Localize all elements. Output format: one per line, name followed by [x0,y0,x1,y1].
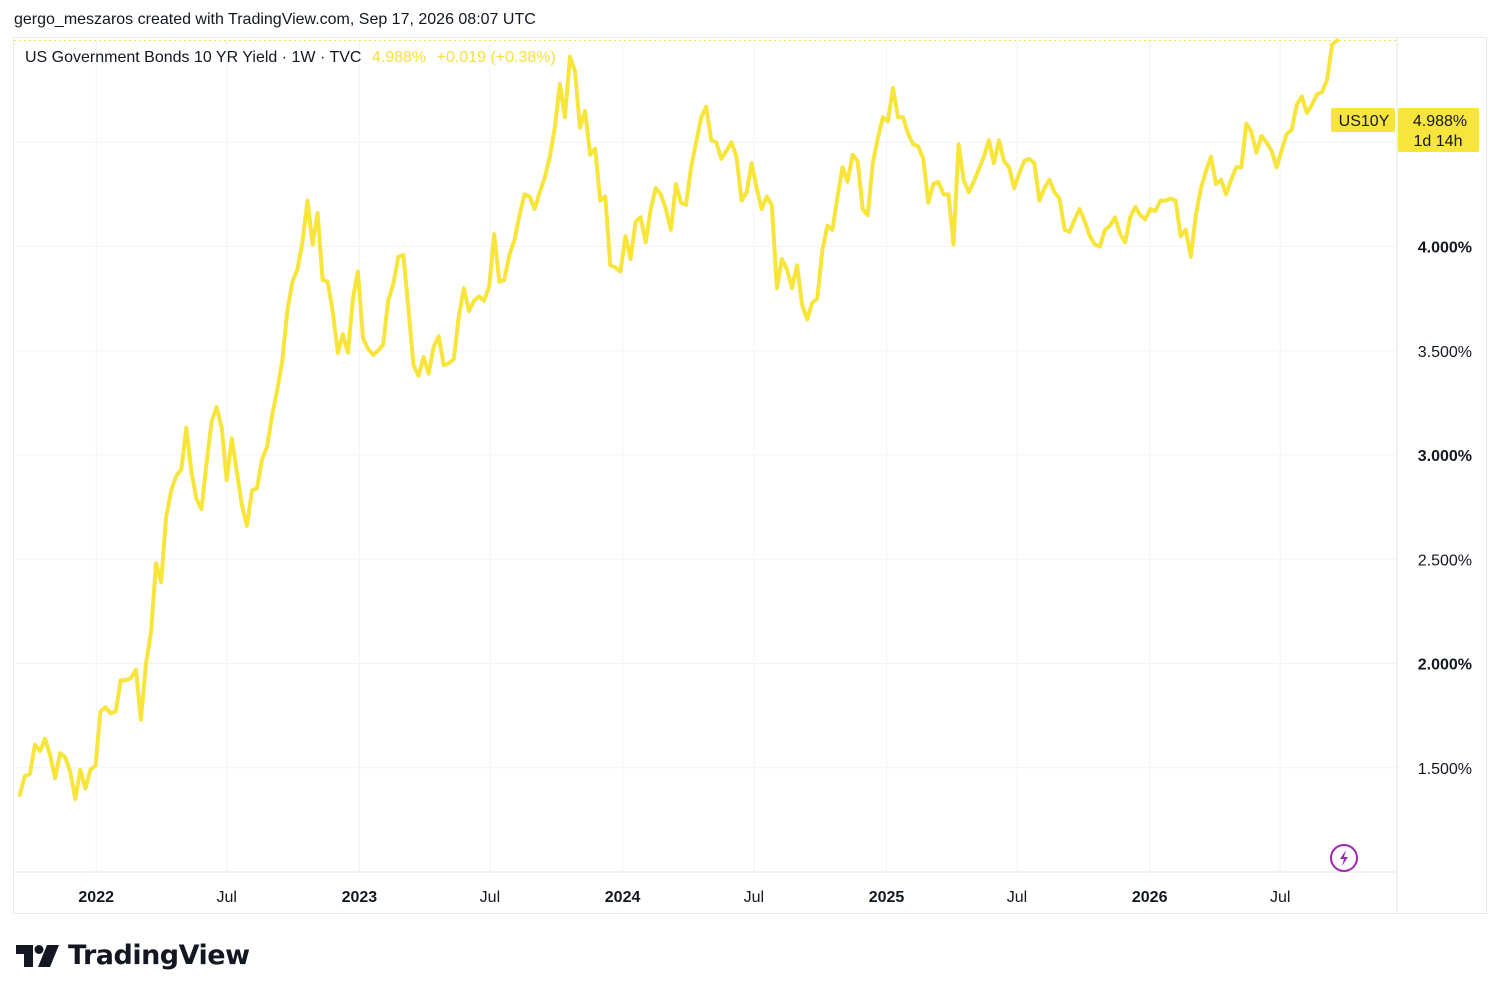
chart-grid [14,38,1398,914]
y-tick-label-3: 3.000% [1418,448,1472,465]
series-line [17,38,1340,801]
x-tick-label-6: 2025 [869,889,905,906]
chart-legend: US Government Bonds 10 YR Yield · 1W · T… [25,49,556,67]
x-tick-label-5: Jul [744,889,764,906]
brand-name: TradingView [68,940,250,971]
x-tick-label-4: 2024 [605,889,641,906]
x-tick-label-3: Jul [480,889,500,906]
price-tag: US10Y 4.988% 1d 14h [1331,108,1479,152]
lightning-bolt-icon[interactable] [1330,844,1358,872]
x-tick-label-7: Jul [1007,889,1027,906]
y-tick-label-2: 2.500% [1418,552,1472,569]
chart-attribution: gergo_meszaros created with TradingView.… [14,11,536,28]
y-tick-label-0: 1.500% [1418,761,1472,778]
y-axis: 1.500%2.000%2.500%3.000%3.500%4.000%4.50… [1418,135,1472,778]
tradingview-logo[interactable]: TradingView [16,940,250,971]
x-tick-label-1: Jul [216,889,236,906]
x-tick-label-8: 2026 [1132,889,1168,906]
legend-last-value: 4.988% [371,49,427,66]
x-axis: 2022 Jul 2023 Jul 2024 Jul 2025 Jul 2026 Jul [78,889,1290,906]
legend-change: +0.019 (+0.38%) [436,49,556,66]
tradingview-logo-icon [16,944,59,967]
x-tick-label-9: Jul [1270,889,1290,906]
price-tag-symbol-bg [1331,108,1395,132]
price-tag-value-bg [1398,108,1479,152]
chart-frame [13,37,1487,914]
y-tick-label-1: 2.000% [1418,657,1472,674]
price-tag-value: 4.988% [1413,113,1467,130]
y-tick-label-4: 3.500% [1418,344,1472,361]
price-tag-countdown: 1d 14h [1414,133,1463,150]
x-tick-label-2: 2023 [342,889,378,906]
y-tick-label-5: 4.000% [1418,240,1472,257]
legend-title: US Government Bonds 10 YR Yield · 1W · T… [25,49,362,66]
x-tick-label-0: 2022 [78,889,114,906]
price-tag-symbol: US10Y [1339,113,1390,130]
